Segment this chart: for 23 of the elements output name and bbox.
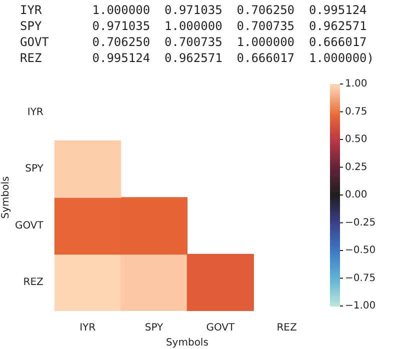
- color-bar-label: 0.75: [345, 106, 368, 118]
- color-bar-label: 0.25: [345, 162, 368, 173]
- text: GOVT 0.706250 0.700735 1.000000 0.666017: [20, 34, 368, 50]
- x-tick-label: IYR: [80, 322, 96, 334]
- color-bar-label: −0.25: [345, 217, 376, 228]
- color-bar-label: 0.00: [345, 190, 368, 201]
- y-tick-label: IYR: [27, 106, 44, 118]
- color-bar-label: −0.75: [345, 272, 376, 284]
- y-tick-label: GOVT: [14, 220, 44, 232]
- y-tick-label: REZ: [23, 277, 44, 288]
- color-bar-label: −0.50: [345, 245, 376, 256]
- color-bar-label: 1.00: [345, 78, 368, 90]
- text: IYR 1.000000 0.971035 0.706250 0.995124: [20, 2, 368, 18]
- x-tick-label: REZ: [276, 322, 298, 334]
- text: REZ 0.995124 0.962571 0.666017 1.000000): [20, 50, 376, 66]
- color-bar-label: 0.50: [345, 134, 368, 146]
- y-tick-label: SPY: [25, 164, 44, 175]
- x-tick-label: GOVT: [206, 322, 236, 334]
- color-bar-label: −1.00: [345, 300, 376, 312]
- x-tick-label: SPY: [144, 322, 164, 334]
- text: SPY 0.971035 1.000000 0.700735 0.962571: [20, 18, 368, 34]
- y-axis-title: Symbols: [0, 176, 12, 219]
- x-axis-title: Symbols: [166, 338, 208, 349]
